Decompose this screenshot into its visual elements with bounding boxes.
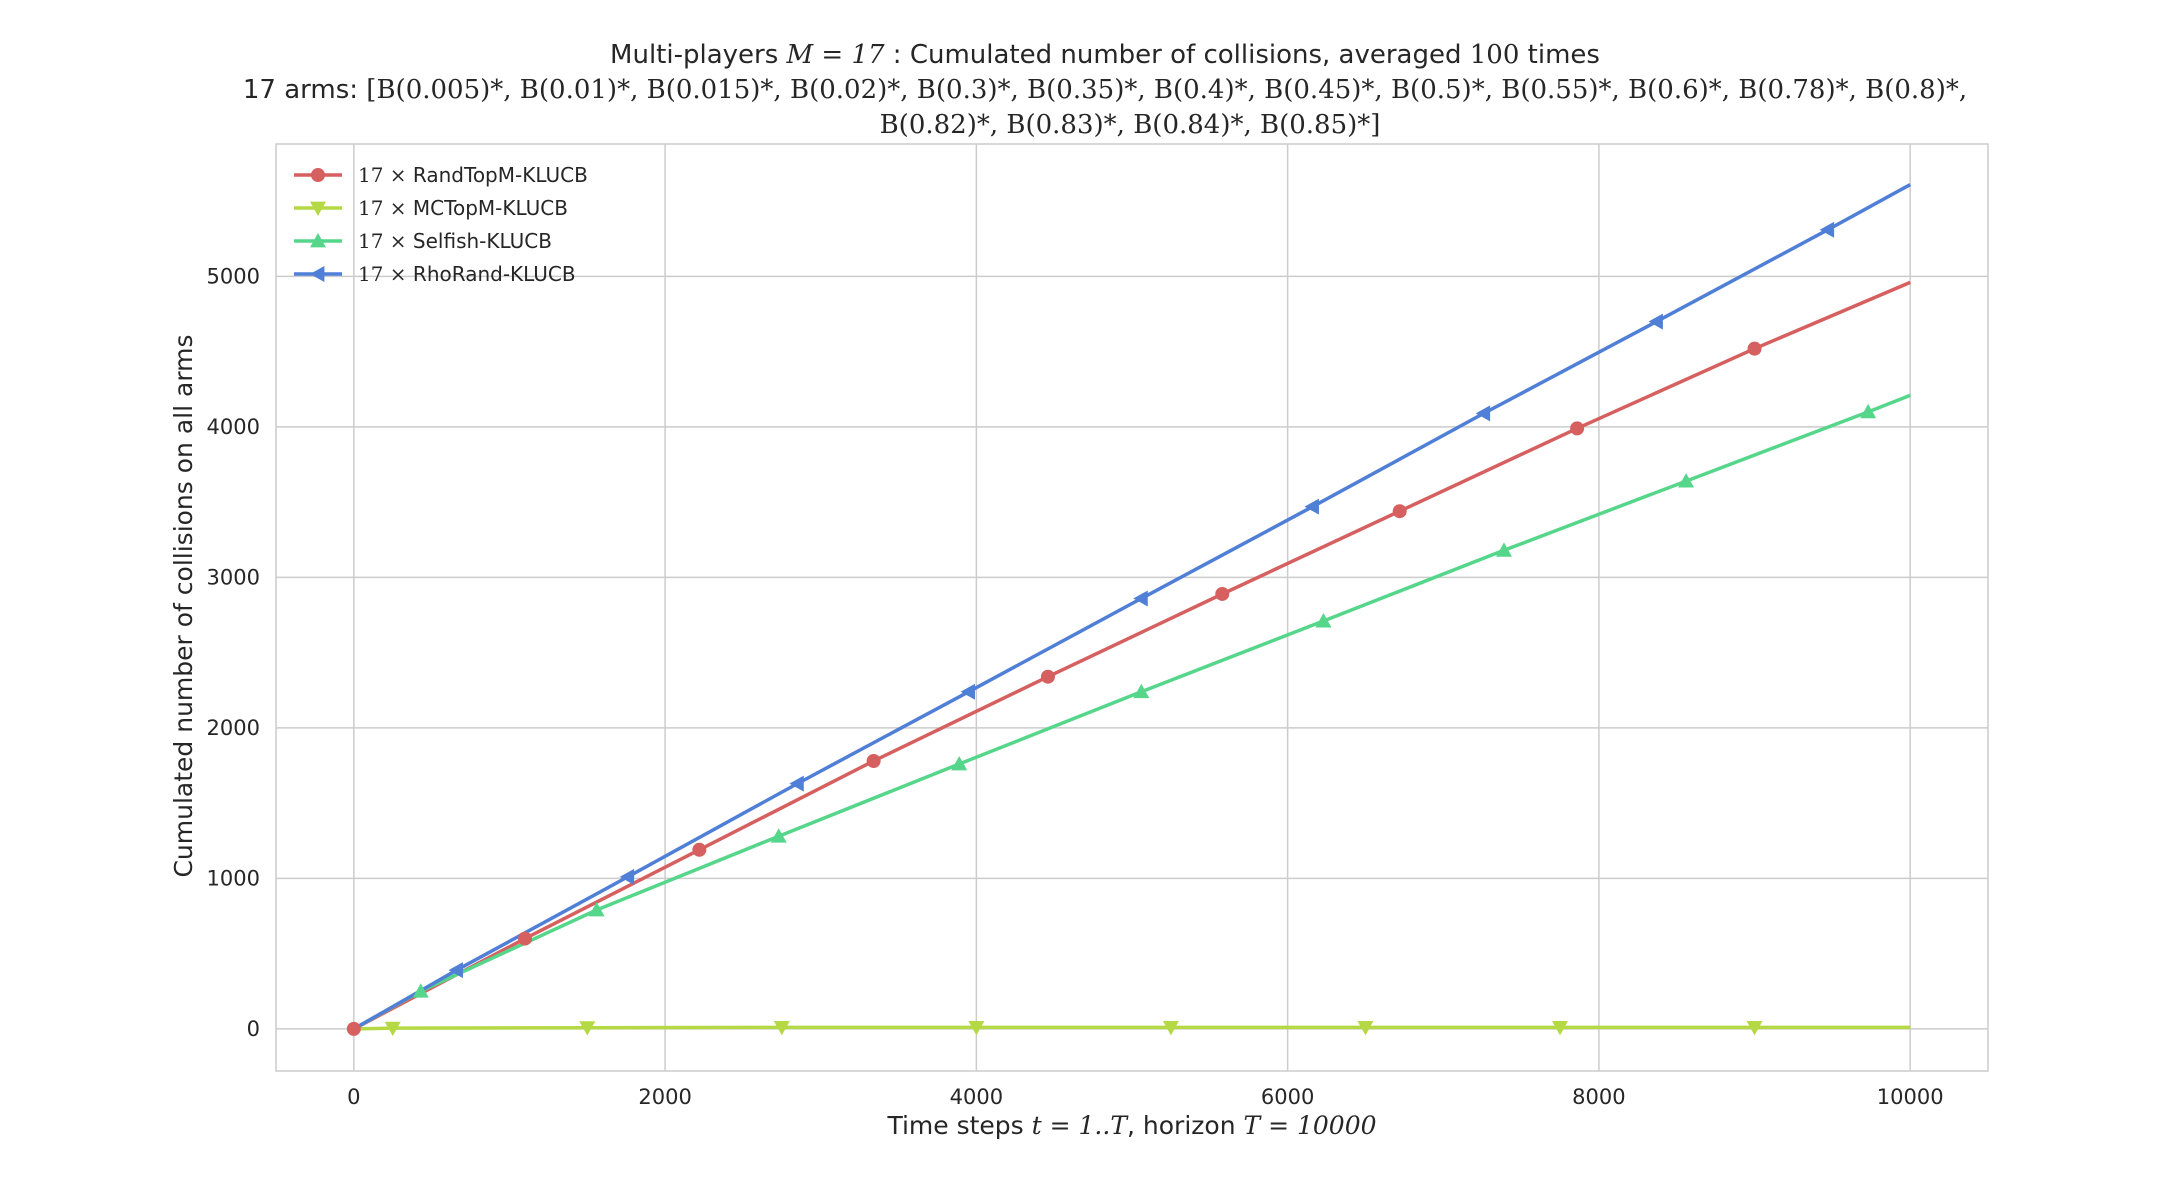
marker-rhorand-klucb — [789, 775, 804, 792]
legend-label-mctopm-klucb: 17 × MCTopM-KLUCB — [358, 196, 568, 220]
marker-mctopm-klucb — [384, 1021, 401, 1037]
marker-randtopm-klucb — [692, 842, 707, 857]
x-tick-labels: 0 2000 4000 6000 8000 10000 — [347, 1085, 1943, 1109]
marker-selfish-klucb — [1678, 473, 1695, 488]
marker-mctopm-klucb — [1746, 1020, 1763, 1036]
marker-mctopm-klucb — [1552, 1020, 1568, 1036]
marker-randtopm-klucb — [1392, 504, 1407, 519]
marker-selfish-klucb — [1315, 613, 1332, 628]
legend: 17 × RandTopM-KLUCB 17 × MCTopM-KLUCB 17 ×… — [294, 163, 588, 286]
marker-randtopm-klucb — [1570, 421, 1585, 436]
marker-mctopm-klucb — [773, 1020, 790, 1036]
series-markers — [346, 221, 1877, 1037]
y-tick-labels: 0 1000 2000 3000 4000 5000 — [207, 264, 260, 1040]
marker-rhorand-klucb — [448, 962, 463, 979]
chart-subtitle-line-2: B(0.82)*, B(0.83)*, B(0.84)*, B(0.85)*] — [880, 110, 1381, 140]
series-line-randtopm-klucb — [352, 280, 1911, 1031]
x-tick-label: 10000 — [1877, 1085, 1944, 1109]
y-axis-label: Cumulated number of collisions on all ar… — [169, 334, 198, 877]
marker-mctopm-klucb — [968, 1020, 985, 1036]
legend-marker-selfish-klucb — [310, 233, 326, 248]
marker-selfish-klucb — [1495, 542, 1512, 557]
marker-randtopm-klucb — [1215, 586, 1230, 601]
marker-rhorand-klucb — [960, 683, 975, 700]
marker-randtopm-klucb — [1747, 341, 1762, 356]
marker-randtopm-klucb — [866, 753, 881, 768]
y-tick-label: 0 — [247, 1017, 260, 1041]
x-tick-label: 6000 — [1261, 1085, 1314, 1109]
marker-mctopm-klucb — [1357, 1020, 1374, 1036]
x-tick-label: 2000 — [638, 1085, 691, 1109]
marker-mctopm-klucb — [579, 1021, 596, 1036]
legend-marker-randtopm-klucb — [311, 168, 325, 182]
marker-rhorand-klucb — [619, 868, 635, 885]
legend-label-randtopm-klucb: 17 × RandTopM-KLUCB — [358, 163, 588, 187]
y-tick-label: 5000 — [207, 264, 260, 288]
y-tick-label: 2000 — [207, 716, 260, 740]
legend-label-rhorand-klucb: 17 × RhoRand-KLUCB — [358, 262, 576, 286]
chart-subtitle-line-1: 17 arms: [B(0.005)*, B(0.01)*, B(0.015)*… — [243, 75, 1967, 105]
marker-selfish-klucb — [1860, 403, 1877, 419]
marker-selfish-klucb — [770, 828, 787, 843]
legend-label-selfish-klucb: 17 × Selfish-KLUCB — [358, 229, 552, 253]
y-tick-label: 3000 — [207, 565, 260, 589]
legend-marker-rhorand-klucb — [310, 266, 325, 282]
marker-randtopm-klucb — [518, 931, 533, 946]
chart-title: Multi-players M = 17 : Cumulated number … — [610, 40, 1600, 70]
x-tick-label: 4000 — [950, 1085, 1003, 1109]
marker-mctopm-klucb — [1162, 1020, 1179, 1036]
x-tick-label: 0 — [347, 1085, 360, 1109]
marker-rhorand-klucb — [1648, 313, 1663, 330]
x-tick-label: 8000 — [1572, 1085, 1625, 1109]
marker-randtopm-klucb — [346, 1021, 361, 1036]
marker-selfish-klucb — [951, 756, 968, 771]
marker-rhorand-klucb — [1475, 405, 1491, 422]
marker-rhorand-klucb — [1304, 498, 1319, 515]
legend-marker-mctopm-klucb — [310, 201, 326, 216]
x-axis-label: Time steps t = 1..T, horizon T = 10000 — [886, 1111, 1376, 1140]
marker-rhorand-klucb — [1819, 221, 1835, 238]
marker-rhorand-klucb — [1133, 590, 1148, 607]
marker-selfish-klucb — [412, 983, 429, 998]
y-tick-label: 4000 — [207, 415, 260, 439]
marker-selfish-klucb — [588, 901, 605, 917]
y-tick-label: 1000 — [207, 866, 260, 890]
marker-randtopm-klucb — [1040, 669, 1055, 684]
series-line-mctopm-klucb — [353, 1025, 1911, 1031]
marker-selfish-klucb — [1133, 683, 1150, 699]
